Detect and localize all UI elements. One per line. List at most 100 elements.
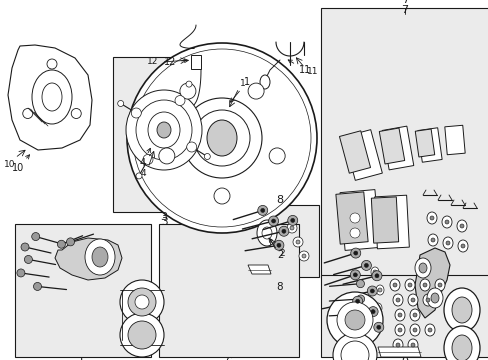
Ellipse shape [392,339,402,351]
Text: 4: 4 [140,148,150,168]
Polygon shape [374,195,408,249]
Text: 2: 2 [268,238,283,260]
Bar [159,224,298,357]
Ellipse shape [394,309,404,321]
Ellipse shape [295,240,299,244]
Bar [113,57,215,212]
Ellipse shape [120,280,163,324]
Ellipse shape [389,279,399,291]
Text: 7: 7 [401,0,407,5]
Ellipse shape [426,212,436,224]
Ellipse shape [352,296,362,306]
Ellipse shape [395,343,399,347]
Ellipse shape [410,298,414,302]
Ellipse shape [157,122,171,138]
Ellipse shape [369,289,373,293]
Ellipse shape [451,297,471,323]
Ellipse shape [397,328,401,332]
Ellipse shape [128,288,156,316]
Ellipse shape [414,258,430,278]
Ellipse shape [445,241,449,245]
Ellipse shape [397,313,401,317]
Text: 11: 11 [287,60,310,75]
Ellipse shape [262,227,271,239]
Ellipse shape [443,326,479,360]
Text: 5: 5 [80,357,86,360]
Ellipse shape [298,251,308,261]
Ellipse shape [118,100,123,107]
Text: 12: 12 [147,58,159,67]
Text: 7: 7 [401,5,408,15]
Ellipse shape [175,95,184,105]
Ellipse shape [214,188,229,204]
Ellipse shape [407,339,417,351]
Ellipse shape [148,112,180,148]
Ellipse shape [57,240,65,248]
Ellipse shape [407,283,411,287]
Ellipse shape [410,343,414,347]
Ellipse shape [422,283,426,287]
Ellipse shape [194,110,249,166]
Text: 2: 2 [279,249,284,258]
Ellipse shape [404,279,414,291]
Ellipse shape [142,154,153,165]
Ellipse shape [429,216,433,220]
Bar [191,55,201,69]
Bar [320,275,488,357]
Ellipse shape [302,254,305,258]
Ellipse shape [394,324,404,336]
Ellipse shape [47,59,57,69]
Ellipse shape [32,70,72,124]
Ellipse shape [66,238,74,246]
Ellipse shape [371,320,379,330]
Ellipse shape [92,247,108,267]
Ellipse shape [395,298,399,302]
Ellipse shape [370,267,378,277]
Ellipse shape [356,295,364,303]
Ellipse shape [409,324,419,336]
Ellipse shape [135,295,149,309]
Ellipse shape [286,223,296,233]
Ellipse shape [271,219,275,223]
Polygon shape [339,131,370,173]
Ellipse shape [442,237,452,249]
Text: 12: 12 [163,57,188,67]
Polygon shape [370,197,398,243]
Text: 10: 10 [4,161,16,170]
Text: 1: 1 [230,77,249,102]
Ellipse shape [127,43,316,233]
Ellipse shape [345,310,364,330]
Text: 10: 10 [12,155,29,173]
Ellipse shape [425,298,429,302]
Ellipse shape [434,279,444,291]
Ellipse shape [186,142,196,152]
Ellipse shape [459,224,463,228]
Text: 6: 6 [225,357,232,360]
Text: 8: 8 [276,282,282,292]
Polygon shape [417,128,441,162]
Ellipse shape [460,244,464,248]
Ellipse shape [353,251,357,255]
Ellipse shape [260,75,269,89]
Ellipse shape [340,341,368,360]
Ellipse shape [355,299,359,303]
Polygon shape [55,238,122,280]
Polygon shape [247,265,270,274]
Ellipse shape [374,274,378,278]
Ellipse shape [276,243,280,247]
Ellipse shape [292,237,303,247]
Ellipse shape [85,239,115,275]
Ellipse shape [349,213,359,223]
Ellipse shape [17,269,25,277]
Text: 11: 11 [306,68,318,77]
Ellipse shape [371,271,381,281]
Ellipse shape [350,248,360,258]
Ellipse shape [126,90,202,170]
Ellipse shape [180,83,196,99]
Ellipse shape [42,83,62,111]
Ellipse shape [444,220,448,224]
Polygon shape [444,125,464,155]
Ellipse shape [21,243,29,251]
Ellipse shape [268,216,278,226]
Ellipse shape [418,263,426,273]
